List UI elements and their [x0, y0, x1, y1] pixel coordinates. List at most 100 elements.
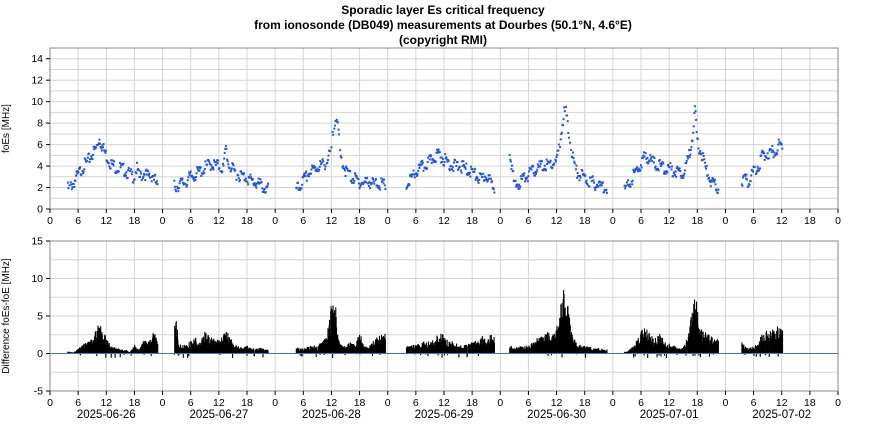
foes-point	[753, 165, 756, 168]
foes-point	[706, 174, 709, 177]
foes-point	[532, 171, 535, 174]
difference-bar	[699, 353, 701, 358]
foes-point	[382, 178, 385, 181]
foes-point	[522, 174, 525, 177]
foes-point	[237, 174, 240, 177]
foes-point	[675, 175, 678, 178]
foes-point	[197, 169, 200, 172]
foes-point	[750, 174, 753, 177]
x-tick-label: 0	[723, 397, 729, 409]
foes-point	[693, 105, 696, 108]
foes-point	[433, 159, 436, 162]
difference-bar	[104, 336, 106, 354]
foes-point	[248, 176, 251, 179]
x-tick-label: 0	[723, 215, 729, 227]
foes-point	[664, 170, 667, 173]
x-tick-label: 18	[241, 215, 253, 227]
foes-point	[712, 178, 715, 181]
foes-point	[74, 179, 77, 182]
foes-point	[579, 175, 582, 178]
foes-point	[489, 177, 492, 180]
foes-point	[260, 181, 263, 184]
foes-point	[460, 169, 463, 172]
foes-point	[370, 182, 373, 185]
foes-point	[91, 157, 94, 160]
foes-point	[448, 169, 451, 172]
foes-point	[140, 179, 143, 182]
foes-point	[73, 186, 76, 189]
foes-point	[426, 161, 429, 164]
foes-data-points	[66, 105, 784, 194]
foes-point	[314, 166, 317, 169]
foes-point	[187, 176, 190, 179]
foes-point	[192, 176, 195, 179]
foes-point	[102, 146, 105, 149]
foes-point	[377, 187, 380, 190]
difference-bar	[177, 353, 179, 356]
foes-point	[445, 156, 448, 159]
difference-bar	[219, 344, 221, 354]
foes-point	[227, 163, 230, 166]
difference-bar	[550, 353, 553, 356]
foes-point	[353, 172, 356, 175]
x-tick-label: 6	[638, 215, 644, 227]
foes-point	[652, 161, 655, 164]
foes-point	[686, 157, 689, 160]
foes-point	[344, 174, 347, 177]
foes-point	[208, 161, 211, 164]
foes-point	[628, 183, 631, 186]
foes-point	[562, 118, 565, 121]
x-tick-label: 12	[438, 397, 450, 409]
foes-point	[377, 185, 380, 188]
foes-point	[774, 154, 777, 157]
difference-bar	[753, 348, 755, 354]
difference-bar	[359, 353, 361, 355]
foes-point	[705, 167, 708, 170]
foes-point	[324, 165, 327, 168]
foes-point	[204, 160, 207, 163]
foes-point	[693, 112, 696, 115]
difference-bar	[371, 344, 373, 354]
x-tick-label: 0	[497, 397, 503, 409]
foes-point	[421, 159, 424, 162]
difference-bar	[663, 344, 665, 354]
difference-bar	[262, 350, 264, 354]
foes-point	[353, 180, 356, 183]
difference-bar	[547, 332, 549, 354]
foes-point	[297, 181, 300, 184]
foes-point	[417, 169, 420, 172]
difference-bar	[79, 353, 81, 356]
foes-point	[427, 156, 430, 159]
difference-bar	[446, 339, 448, 354]
foes-point	[749, 180, 752, 183]
foes-point	[338, 133, 341, 136]
foes-point	[75, 170, 78, 173]
foes-point	[331, 130, 334, 133]
x-tick-label: 18	[579, 215, 591, 227]
foes-point	[437, 148, 440, 151]
foes-point	[780, 142, 783, 145]
foes-point	[550, 166, 553, 169]
foes-point	[117, 170, 120, 173]
foes-point	[451, 168, 454, 171]
foes-point	[700, 153, 703, 156]
foes-point	[123, 175, 126, 178]
foes-point	[631, 179, 634, 182]
foes-point	[339, 155, 342, 158]
difference-bar	[130, 353, 132, 356]
difference-bar	[207, 335, 209, 354]
foes-point	[475, 175, 478, 178]
foes-point	[764, 155, 767, 158]
difference-bar	[708, 353, 710, 357]
foes-scatter-panel: 0 2 4 6 8 10 12 14 0 6 12 18 0 6 12 18 0 6 12 18 0 6 12 18 0 6 12 1…	[1, 47, 841, 227]
foes-point	[681, 175, 684, 178]
foes-point	[240, 172, 243, 175]
foes-point	[658, 158, 661, 161]
foes-point	[537, 166, 540, 169]
difference-bar	[441, 341, 443, 354]
difference-bar	[665, 346, 667, 354]
difference-bar	[379, 353, 381, 355]
foes-point	[226, 160, 229, 163]
foes-point	[374, 177, 377, 180]
foes-point	[216, 159, 219, 162]
